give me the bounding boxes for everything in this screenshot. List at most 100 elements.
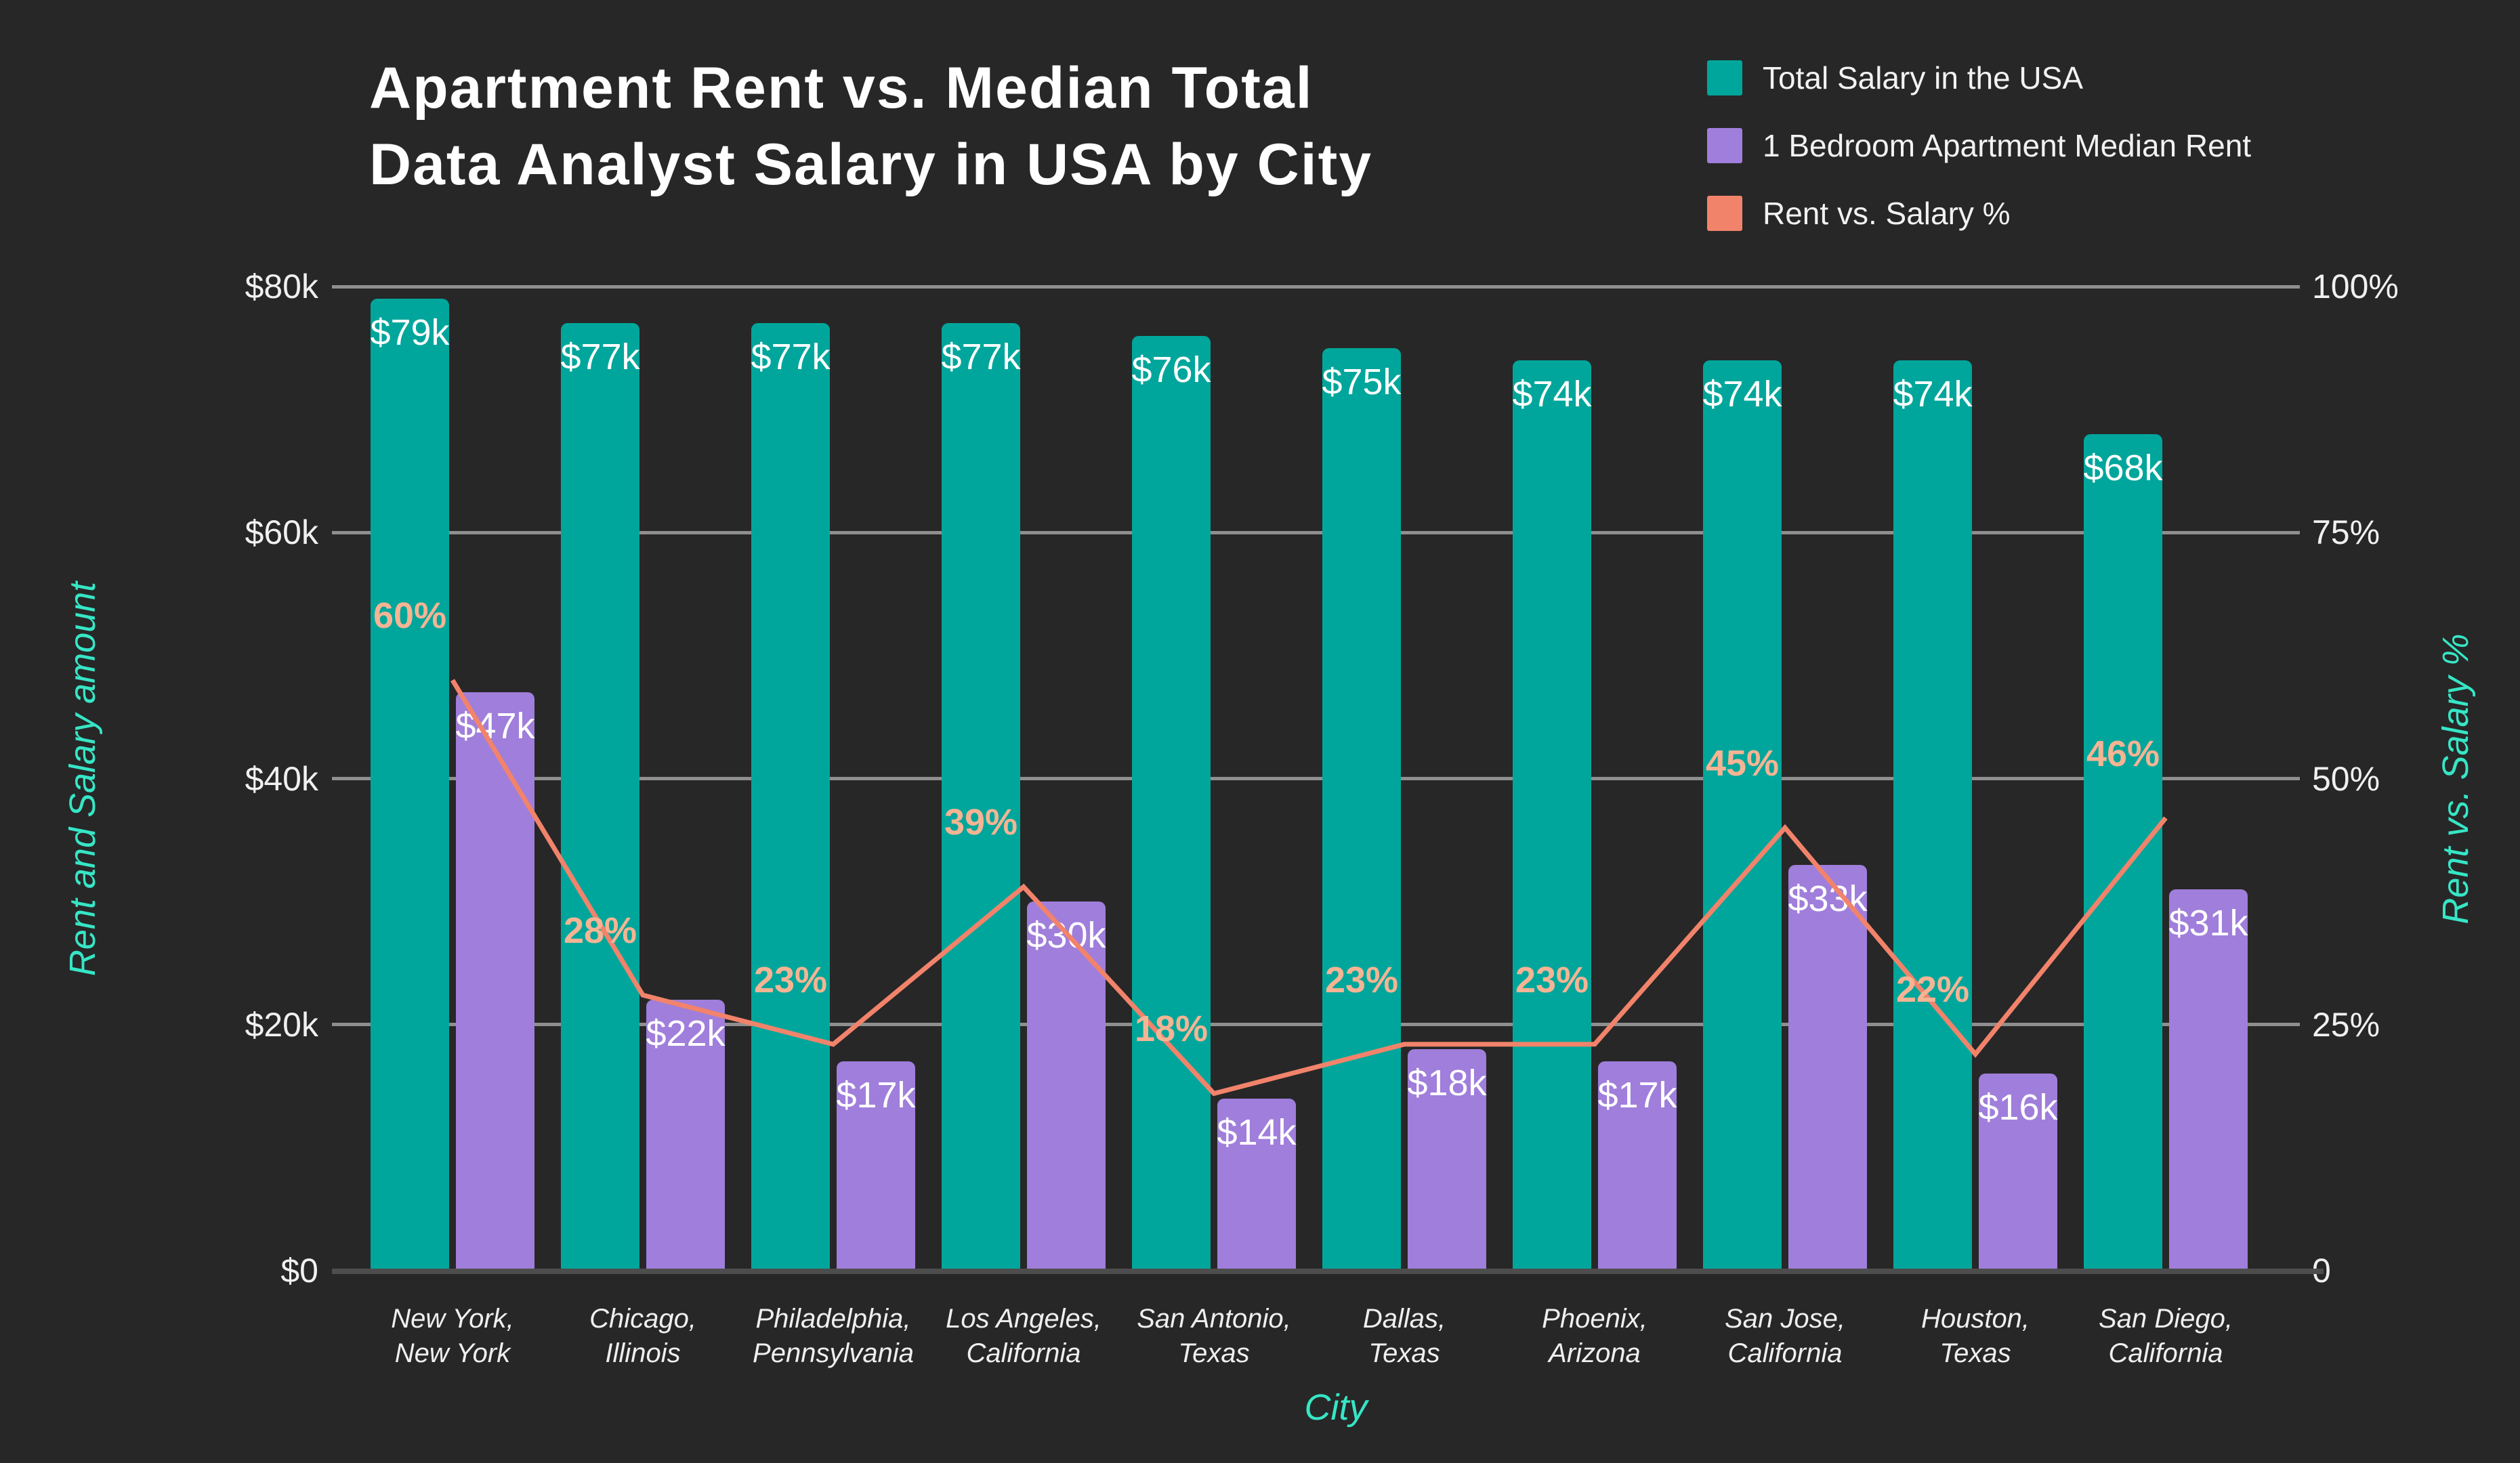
city-label-line: San Diego, [2099, 1304, 2233, 1334]
city-label-line: Phoenix, [1542, 1304, 1647, 1334]
city-label: New York, New York [391, 1302, 514, 1371]
city-label: San Antonio, Texas [1137, 1302, 1291, 1371]
axis-tick-label-left: $40k [245, 759, 318, 798]
city-label-line: Arizona [1549, 1338, 1641, 1368]
salary-bar-label: $77k [941, 337, 1021, 378]
salary-bar-label: $74k [1702, 373, 1782, 415]
axis-tick-label-right: 0 [2312, 1249, 2520, 1292]
city-label-line: New York [394, 1338, 511, 1368]
rent-bar [1598, 1061, 1677, 1271]
legend-swatch-median-rent [1707, 128, 1742, 163]
legend-label-median-rent: 1 Bedroom Apartment Median Rent [1763, 128, 2252, 163]
city-label-line: Texas [1939, 1338, 2011, 1368]
salary-bar-label: $77k [751, 337, 831, 378]
axis-tick-label-left: $60k [245, 513, 318, 552]
city-label: Dallas, Texas [1363, 1302, 1446, 1371]
city-label-line: California [1727, 1338, 1843, 1368]
rent-bar-label: $18k [1407, 1063, 1487, 1104]
rent-bar [2169, 889, 2248, 1271]
city-label-line: Texas [1178, 1338, 1250, 1368]
chart-title-line-2: Data Analyst Salary in USA by City [369, 132, 1373, 197]
rent-bar-label: $22k [646, 1013, 726, 1055]
city-label: Chicago, Illinois [589, 1302, 696, 1371]
axis-tick-label-left: $0 [280, 1252, 318, 1290]
rent-bar-label: $30k [1026, 915, 1106, 956]
legend-swatch-total-salary [1707, 60, 1742, 96]
legend-swatch-rent-vs-salary [1707, 196, 1742, 231]
salary-bar [1322, 347, 1401, 1271]
city-label: Houston, Texas [1921, 1302, 2030, 1371]
city-label-line: Texas [1368, 1338, 1440, 1368]
salary-bar-label: $74k [1893, 373, 1973, 415]
chart-title: Apartment Rent vs. Median Total Data Ana… [369, 50, 1372, 203]
salary-bar [942, 323, 1020, 1271]
legend-item-total-salary: Total Salary in the USA [1707, 60, 2251, 96]
city-label: San Diego, California [2099, 1302, 2233, 1371]
axis-tick-label-right: 75% [2312, 513, 2380, 552]
salary-bar [1703, 360, 1782, 1271]
rent-bar [1788, 864, 1867, 1271]
rent-bar-label: $33k [1788, 878, 1868, 919]
percent-label: 23% [753, 959, 828, 1000]
legend: Total Salary in the USA 1 Bedroom Apartm… [1707, 60, 2251, 232]
city-label-line: California [966, 1338, 1081, 1368]
city-label-line: Dallas, [1362, 1304, 1446, 1334]
percent-label: 18% [1134, 1009, 1209, 1050]
legend-item-rent-vs-salary: Rent vs. Salary % [1707, 195, 2251, 232]
percent-label: 39% [944, 802, 1018, 843]
gridline [332, 284, 2300, 289]
salary-bar [1513, 360, 1591, 1271]
gridline [332, 530, 2300, 534]
chart-title-line-1: Apartment Rent vs. Median Total [369, 56, 1314, 121]
city-label-line: California [2108, 1338, 2223, 1368]
salary-bar [2084, 433, 2162, 1271]
salary-bar-label: $79k [370, 312, 450, 354]
legend-item-median-rent: 1 Bedroom Apartment Median Rent [1707, 127, 2251, 164]
x-axis-baseline [332, 1269, 2324, 1274]
axis-tick-label-left: $20k [245, 1005, 318, 1044]
percent-label: 23% [1324, 959, 1399, 1000]
percent-label: 28% [563, 910, 637, 952]
salary-bar-label: $76k [1131, 349, 1211, 390]
city-label-line: Pennsylvania [753, 1338, 914, 1368]
city-label-line: San Antonio, [1137, 1304, 1291, 1334]
salary-bar-label: $74k [1512, 373, 1592, 415]
city-label: Philadelphia, Pennsylvania [753, 1302, 914, 1371]
percent-label: 45% [1705, 743, 1780, 784]
rent-bar [837, 1061, 915, 1271]
city-label-line: New York, [391, 1304, 514, 1334]
legend-label-total-salary: Total Salary in the USA [1763, 60, 2084, 96]
salary-bar [1893, 360, 1972, 1271]
axis-tick-label-right: 50% [2312, 759, 2380, 798]
rent-bar-label: $17k [836, 1075, 916, 1116]
rent-bar-label: $14k [1217, 1111, 1297, 1153]
rent-bar-label: $31k [2168, 902, 2248, 943]
salary-bar [1132, 335, 1211, 1271]
percent-label: 22% [1895, 969, 1970, 1011]
city-label-line: Philadelphia, [755, 1304, 911, 1334]
rent-bar-label: $16k [1978, 1087, 2058, 1128]
salary-bar [561, 323, 639, 1271]
axis-tick-label-left: $80k [245, 268, 318, 305]
legend-label-rent-vs-salary: Rent vs. Salary % [1763, 196, 2011, 231]
rent-bar [1979, 1074, 2057, 1271]
city-label: San Jose, California [1725, 1302, 1845, 1371]
rent-bar [1217, 1098, 1296, 1271]
rent-bar [456, 692, 534, 1271]
rent-bar-label: $17k [1597, 1075, 1677, 1116]
salary-bar [751, 323, 830, 1271]
x-axis-title: City [1304, 1387, 1368, 1428]
rent-bar [1027, 902, 1106, 1271]
salary-bar-label: $77k [560, 337, 640, 378]
percent-label: 46% [2086, 733, 2160, 774]
city-label-line: Chicago, [589, 1304, 696, 1334]
city-label-line: Illinois [605, 1338, 681, 1368]
city-label-line: San Jose, [1725, 1304, 1845, 1334]
city-label: Phoenix, Arizona [1542, 1302, 1647, 1371]
salary-bar-label: $68k [2083, 447, 2163, 488]
axis-tick-label-right: 25% [2312, 1005, 2380, 1044]
city-label-line: Los Angeles, [946, 1304, 1101, 1334]
salary-bar [371, 299, 449, 1271]
city-label: Los Angeles, California [946, 1302, 1101, 1371]
